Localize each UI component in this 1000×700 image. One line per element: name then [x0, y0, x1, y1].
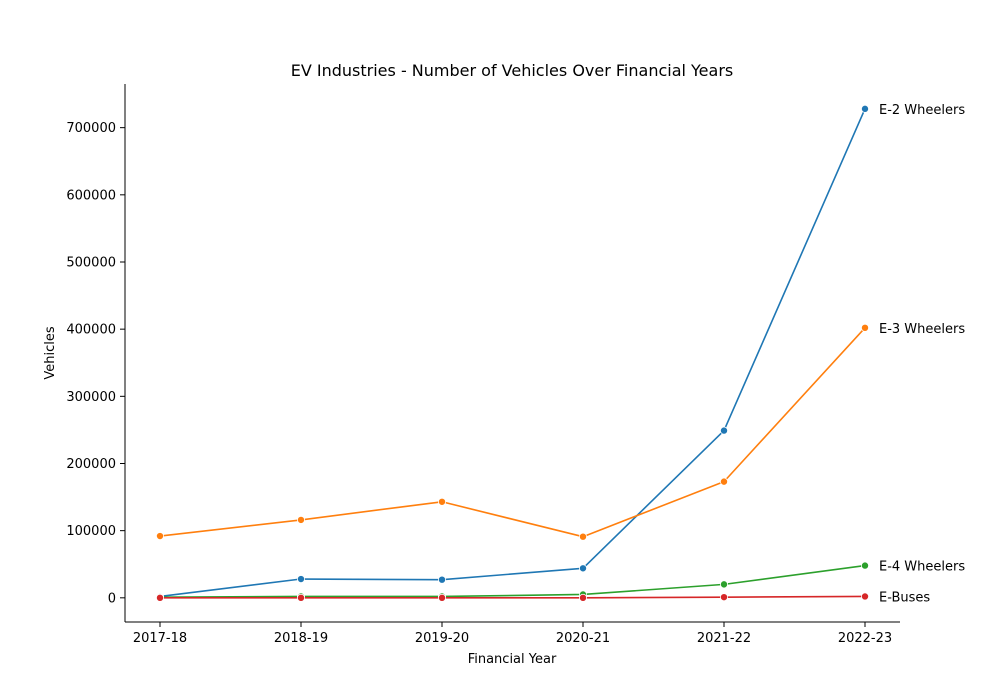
y-tick-label: 400000: [66, 323, 116, 338]
data-point: [296, 515, 305, 524]
x-axis-label: Financial Year: [468, 652, 557, 667]
x-tick-label: 2017-18: [133, 631, 187, 646]
data-point: [720, 426, 729, 435]
data-point: [579, 564, 588, 573]
x-tick-label: 2020-21: [556, 631, 610, 646]
data-point: [861, 592, 870, 601]
y-tick-label: 100000: [66, 524, 116, 539]
x-tick-label: 2022-23: [838, 631, 892, 646]
y-axis-label: Vehicles: [43, 326, 58, 379]
data-point: [861, 323, 870, 332]
series-layer: E-2 Wheelers E-3 Wheelers E-4 Wheelers E-Bu…: [155, 103, 965, 605]
series-line: [160, 595, 866, 599]
series-line: [159, 108, 866, 598]
x-tick-label: 2021-22: [697, 631, 751, 646]
y-ticks: 0 100000 200000 300000 400000 500000 600000 700…: [66, 121, 125, 606]
y-tick-label: 200000: [66, 457, 116, 472]
series-line: [159, 564, 866, 598]
data-point: [579, 593, 588, 602]
data-point: [720, 593, 729, 602]
data-point: [437, 593, 446, 602]
series-end-label: E-Buses: [879, 590, 930, 605]
x-ticks: 2017-18 2018-19 2019-20 2020-21 2021-22 2022-…: [133, 622, 892, 646]
chart-title: EV Industries - Number of Vehicles Over …: [291, 61, 734, 80]
series-line: [159, 327, 866, 538]
data-point: [296, 593, 305, 602]
data-point: [579, 532, 588, 541]
data-point: [861, 104, 870, 113]
y-tick-label: 0: [108, 591, 116, 606]
y-tick-label: 600000: [66, 188, 116, 203]
data-point: [437, 497, 446, 506]
data-point: [720, 477, 729, 486]
series-end-label: E-3 Wheelers: [879, 322, 965, 337]
data-point: [296, 575, 305, 584]
y-tick-label: 300000: [66, 390, 116, 405]
series-end-label: E-4 Wheelers: [879, 560, 965, 575]
data-point: [437, 575, 446, 584]
y-tick-label: 700000: [66, 121, 116, 136]
data-point: [155, 593, 164, 602]
x-tick-label: 2019-20: [415, 631, 469, 646]
series-end-label: E-2 Wheelers: [879, 103, 965, 118]
data-point: [861, 561, 870, 570]
axes: [124, 84, 900, 623]
x-tick-label: 2018-19: [274, 631, 328, 646]
y-tick-label: 500000: [66, 255, 116, 270]
data-point: [720, 580, 729, 589]
data-point: [155, 532, 164, 541]
